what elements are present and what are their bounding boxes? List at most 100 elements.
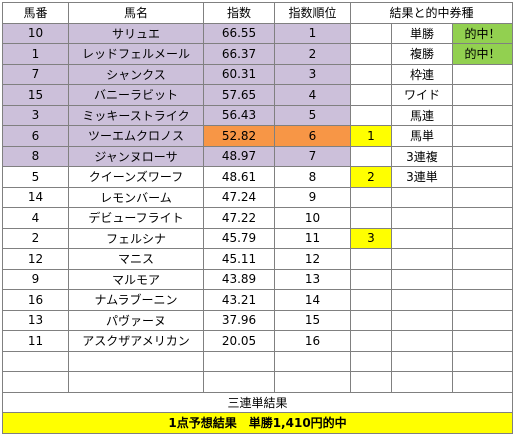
index-rank-cell: 2 bbox=[274, 43, 351, 65]
ticket-type-cell bbox=[391, 248, 453, 270]
finish-place-cell bbox=[350, 309, 392, 331]
hit-cell bbox=[451, 186, 514, 208]
finish-place-cell bbox=[350, 268, 392, 290]
header-result: 結果と的中券種 bbox=[349, 2, 514, 24]
index-rank-cell: 7 bbox=[274, 145, 351, 167]
hit-cell bbox=[451, 104, 514, 126]
ticket-type-cell bbox=[391, 309, 453, 331]
ticket-type-cell bbox=[391, 268, 453, 290]
hit-cell bbox=[451, 125, 514, 147]
horse-number-cell: 9 bbox=[2, 268, 69, 290]
horse-name-cell: クイーンズワーフ bbox=[68, 166, 204, 188]
table-row: 12 マニス 45.11 12 bbox=[2, 248, 514, 270]
index-cell: 66.37 bbox=[203, 43, 275, 65]
horse-name-cell: デビューフライト bbox=[68, 207, 204, 229]
horse-number-cell: 5 bbox=[2, 166, 69, 188]
ticket-type-cell: 枠連 bbox=[391, 63, 453, 85]
index-rank-cell: 3 bbox=[274, 63, 351, 85]
hit-cell bbox=[451, 330, 514, 352]
table-row: 14 レモンバーム 47.24 9 bbox=[2, 186, 514, 208]
index-rank-cell: 15 bbox=[274, 309, 351, 331]
index-cell: 45.79 bbox=[203, 227, 275, 249]
finish-place-cell bbox=[350, 186, 392, 208]
hit-cell bbox=[451, 268, 514, 290]
table-row: 4 デビューフライト 47.22 10 bbox=[2, 207, 514, 229]
horse-number-cell: 16 bbox=[2, 289, 69, 311]
horse-number-cell: 4 bbox=[2, 207, 69, 229]
ticket-type-cell bbox=[391, 330, 453, 352]
hit-cell bbox=[451, 309, 514, 331]
hit-cell bbox=[451, 227, 514, 249]
ticket-type-cell bbox=[391, 186, 453, 208]
index-rank-cell: 11 bbox=[274, 227, 351, 249]
horse-number-cell: 11 bbox=[2, 330, 69, 352]
hit-cell bbox=[451, 84, 514, 106]
table-row: 2 フェルシナ 45.79 11 3 bbox=[2, 227, 514, 249]
finish-place-cell bbox=[350, 207, 392, 229]
horse-name-cell: アスクザアメリカン bbox=[68, 330, 204, 352]
hit-cell bbox=[451, 145, 514, 167]
table-row: 3 ミッキーストライク 56.43 5 馬連 bbox=[2, 104, 514, 126]
empty-cell bbox=[451, 350, 514, 372]
index-rank-cell: 10 bbox=[274, 207, 351, 229]
index-cell: 66.55 bbox=[203, 22, 275, 44]
index-rank-cell: 12 bbox=[274, 248, 351, 270]
horse-name-cell: レモンバーム bbox=[68, 186, 204, 208]
header-row: 馬番 馬名 指数 指数順位 結果と的中券種 bbox=[2, 2, 514, 24]
empty-cell bbox=[274, 371, 351, 393]
ticket-type-cell bbox=[391, 227, 453, 249]
empty-cell bbox=[391, 350, 453, 372]
index-cell: 43.89 bbox=[203, 268, 275, 290]
index-rank-cell: 9 bbox=[274, 186, 351, 208]
index-cell: 52.82 bbox=[203, 125, 275, 147]
hit-cell bbox=[451, 166, 514, 188]
index-rank-cell: 13 bbox=[274, 268, 351, 290]
finish-place-cell: 2 bbox=[350, 166, 392, 188]
horse-number-cell: 3 bbox=[2, 104, 69, 126]
final-result-text: 1点予想結果 単勝1,410円的中 bbox=[1, 412, 514, 434]
table-row: 16 ナムラブーニン 43.21 14 bbox=[2, 289, 514, 311]
table-row: 15 バニーラビット 57.65 4 ワイド bbox=[2, 84, 514, 106]
horse-number-cell: 2 bbox=[2, 227, 69, 249]
hit-cell bbox=[451, 207, 514, 229]
table-row: 1 レッドフェルメール 66.37 2 複勝 的中！ bbox=[2, 43, 514, 65]
header-index-rank: 指数順位 bbox=[274, 2, 351, 24]
index-cell: 45.11 bbox=[203, 248, 275, 270]
finish-place-cell: 3 bbox=[350, 227, 392, 249]
sanrentan-label: 三連単結果 bbox=[1, 391, 514, 413]
index-cell: 43.21 bbox=[203, 289, 275, 311]
table-row: 9 マルモア 43.89 13 bbox=[2, 268, 514, 290]
results-sheet: 馬番 馬名 指数 指数順位 結果と的中券種 10 サリュエ 66.55 1 単勝 的中！ 1… bbox=[1, 2, 514, 434]
header-horse-name: 馬名 bbox=[68, 2, 204, 24]
sanrentan-row: 三連単結果 bbox=[1, 391, 514, 413]
empty-cell bbox=[391, 371, 453, 393]
horse-name-cell: シャンクス bbox=[68, 63, 204, 85]
empty-cell bbox=[350, 371, 392, 393]
index-cell: 47.22 bbox=[203, 207, 275, 229]
horse-number-cell: 7 bbox=[2, 63, 69, 85]
hit-cell bbox=[451, 63, 514, 85]
finish-place-cell bbox=[350, 289, 392, 311]
index-rank-cell: 8 bbox=[274, 166, 351, 188]
table-row: 11 アスクザアメリカン 20.05 16 bbox=[2, 330, 514, 352]
index-cell: 48.97 bbox=[203, 145, 275, 167]
table-row: 8 ジャンヌローサ 48.97 7 3連複 bbox=[2, 145, 514, 167]
hit-cell: 的中！ bbox=[451, 22, 514, 44]
hit-cell: 的中！ bbox=[451, 43, 514, 65]
empty-cell bbox=[451, 371, 514, 393]
hit-cell bbox=[451, 289, 514, 311]
hit-cell bbox=[451, 248, 514, 270]
horse-name-cell: マニス bbox=[68, 248, 204, 270]
horse-number-cell: 12 bbox=[2, 248, 69, 270]
ticket-type-cell: 3連単 bbox=[391, 166, 453, 188]
index-rank-cell: 6 bbox=[274, 125, 351, 147]
index-rank-cell: 16 bbox=[274, 330, 351, 352]
horse-number-cell: 10 bbox=[2, 22, 69, 44]
header-index: 指数 bbox=[203, 2, 275, 24]
table-row: 13 パヴァーヌ 37.96 15 bbox=[2, 309, 514, 331]
table-row: 6 ツーエムクロノス 52.82 6 1 馬単 bbox=[2, 125, 514, 147]
finish-place-cell bbox=[350, 104, 392, 126]
index-cell: 37.96 bbox=[203, 309, 275, 331]
table-row: 7 シャンクス 60.31 3 枠連 bbox=[2, 63, 514, 85]
index-cell: 57.65 bbox=[203, 84, 275, 106]
